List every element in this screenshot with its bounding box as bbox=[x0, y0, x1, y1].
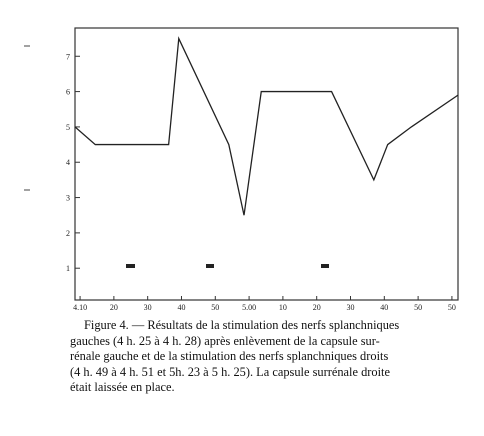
caption-line: Figure 4. — Résultats de la stimulation … bbox=[84, 318, 400, 332]
caption-line: rénale gauche et de la stimulation des n… bbox=[70, 349, 389, 363]
stimulation-marker bbox=[206, 264, 214, 268]
stimulation-marker bbox=[126, 264, 135, 268]
x-tick-label: 20 bbox=[313, 303, 321, 312]
data-line bbox=[74, 36, 459, 216]
x-tick-label: 50 bbox=[211, 303, 219, 312]
y-tick-label: 2 bbox=[66, 229, 70, 238]
chart: 1 2 3 4 5 6 7 4.10 20 30 40 50 5.00 10 20 30 40 50 50 bbox=[24, 27, 459, 312]
x-tick-label: 30 bbox=[144, 303, 152, 312]
caption: Figure 4. — Résultats de la stimulation … bbox=[70, 318, 470, 396]
x-tick-label: 40 bbox=[380, 303, 388, 312]
plot-frame bbox=[74, 27, 459, 301]
y-tick-label: 1 bbox=[66, 264, 70, 273]
caption-line: était laissée en place. bbox=[70, 380, 175, 394]
stimulation-marker bbox=[321, 264, 329, 268]
x-tick-label: 5.00 bbox=[242, 303, 256, 312]
x-tick-label: 20 bbox=[110, 303, 118, 312]
caption-line: (4 h. 49 à 4 h. 51 et 5h. 23 à 5 h. 25).… bbox=[70, 364, 390, 379]
y-tick-label: 7 bbox=[66, 52, 70, 61]
x-tick-label: 30 bbox=[347, 303, 355, 312]
y-tick-label: 5 bbox=[66, 123, 70, 132]
x-tick-label: 40 bbox=[177, 303, 185, 312]
y-tick-label: 3 bbox=[66, 194, 70, 203]
x-tick-label: 50 bbox=[448, 303, 456, 312]
y-tick-label: 4 bbox=[66, 158, 70, 167]
caption-line: gauches (4 h. 25 à 4 h. 28) après enlève… bbox=[70, 333, 380, 348]
x-tick-label: 10 bbox=[279, 303, 287, 312]
y-tick-label: 6 bbox=[66, 88, 70, 97]
x-tick-label: 50 bbox=[414, 303, 422, 312]
x-tick-label: 4.10 bbox=[73, 303, 87, 312]
